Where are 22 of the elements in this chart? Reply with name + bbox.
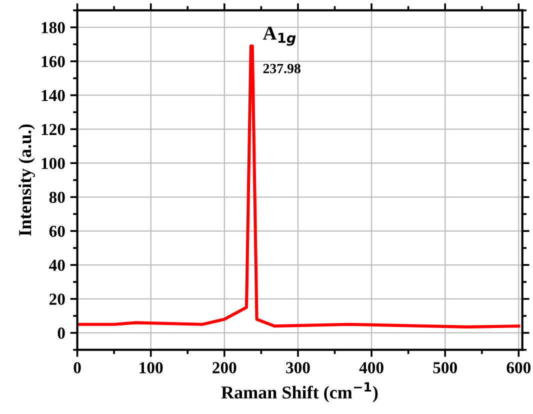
x-tick-label: 300 [286, 362, 310, 374]
y-tick-label: 20 [50, 294, 65, 305]
annotation: A$_{1g}$ [262, 26, 296, 46]
x-tick-label: 600 [506, 362, 531, 374]
x-tick-label: 400 [359, 362, 384, 374]
x-tick-label: 500 [433, 362, 457, 374]
y-tick-label: 60 [49, 226, 65, 237]
y-tick-label: 160 [42, 56, 65, 68]
x-axis-title: Raman Shift (cm$^{−1}$) [221, 382, 378, 402]
y-tick-label: 120 [42, 124, 65, 136]
y-tick-label: 0 [58, 328, 65, 339]
y-tick-label: 140 [42, 90, 65, 102]
annotation: 237.98 [263, 64, 300, 74]
x-tick-label: 100 [140, 362, 163, 374]
y-tick-label: 180 [42, 22, 65, 34]
y-tick-label: 40 [49, 260, 65, 271]
line-series [77, 44, 520, 328]
y-tick-label: 100 [42, 158, 65, 170]
y-tick-label: 80 [49, 192, 65, 204]
x-tick-label: 200 [212, 362, 236, 374]
y-axis-title: Intensity (a.u.) [18, 124, 35, 236]
x-tick-label: 0 [74, 362, 81, 374]
